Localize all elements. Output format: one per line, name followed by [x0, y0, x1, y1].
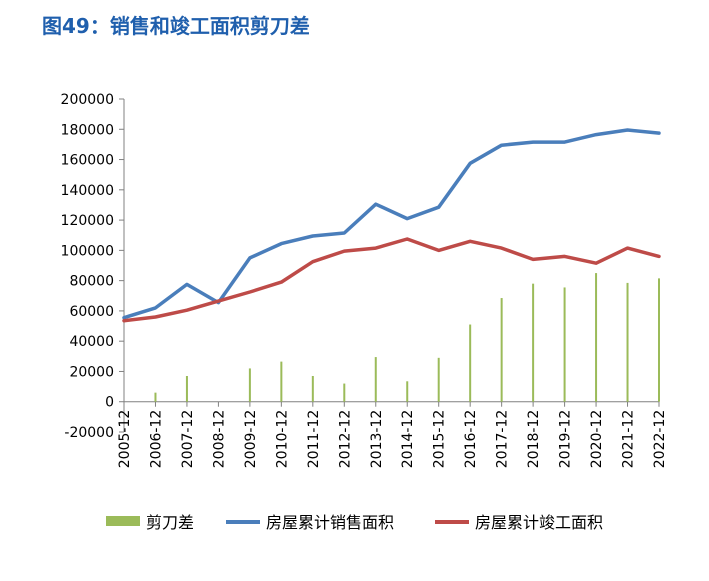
y-tick-label: 160000: [61, 153, 114, 169]
x-tick-label: 2017-12: [495, 410, 511, 469]
figure-title: 图49：销售和竣工面积剪刀差: [42, 14, 310, 38]
bar-scissors-gap: [374, 357, 377, 402]
y-tick-label: 180000: [61, 122, 114, 138]
x-tick-label: 2013-12: [369, 410, 385, 469]
bar-scissors-gap: [343, 383, 346, 402]
bar-scissors-gap: [532, 283, 535, 402]
bar-scissors-gap: [248, 368, 251, 402]
y-tick-label: 80000: [69, 274, 114, 290]
x-tick-label: 2007-12: [180, 410, 196, 469]
legend-bar-swatch: [106, 516, 140, 526]
x-tick-label: 2006-12: [148, 410, 164, 469]
bar-scissors-gap: [469, 324, 472, 402]
y-tick-label: -20000: [64, 425, 114, 441]
x-tick-label: 2012-12: [337, 410, 353, 469]
line-series: [122, 128, 661, 323]
y-tick-label: 100000: [61, 243, 114, 259]
x-tick-label: 2010-12: [274, 410, 290, 469]
bar-scissors-gap: [595, 273, 598, 402]
x-tick-label: 2018-12: [526, 410, 542, 469]
x-tick-label: 2016-12: [463, 410, 479, 469]
x-tick-label: 2020-12: [589, 410, 605, 469]
bar-scissors-gap: [280, 361, 283, 402]
x-tick-label: 2008-12: [211, 410, 227, 469]
x-tick-label: 2015-12: [432, 410, 448, 469]
x-tick-label: 2022-12: [652, 410, 668, 469]
line-completion-area: [122, 237, 661, 323]
bar-scissors-gap: [658, 278, 660, 402]
y-tick-label: 120000: [61, 213, 114, 229]
bar-scissors-gap: [563, 287, 566, 402]
y-tick-label: 20000: [69, 364, 114, 380]
y-tick-label: 200000: [61, 92, 114, 108]
bar-scissors-gap: [437, 357, 440, 402]
x-tick-label: 2019-12: [558, 410, 574, 469]
legend-sales-label: 房屋累计销售面积: [266, 513, 394, 532]
bar-scissors-gap: [311, 375, 314, 402]
y-tick-label: 0: [105, 395, 114, 411]
y-tick-label: 40000: [69, 334, 114, 350]
x-tick-label: 2009-12: [243, 410, 259, 469]
bar-scissors-gap: [185, 375, 188, 402]
legend-bar-label: 剪刀差: [146, 513, 194, 532]
chart-axes: -20000 0 20000 40000 60000 80000 100000 120000 1…: [61, 92, 668, 468]
bar-scissors-gap: [626, 282, 629, 402]
y-tick-label: 140000: [61, 183, 114, 199]
x-tick-label: 2014-12: [400, 410, 416, 469]
y-tick-label: 60000: [69, 304, 114, 320]
bar-series: [154, 273, 660, 402]
legend-completion-label: 房屋累计竣工面积: [475, 513, 603, 532]
x-tick-label: 2011-12: [306, 410, 322, 469]
x-tick-label: 2021-12: [621, 410, 637, 469]
x-tick-label: 2005-12: [117, 410, 133, 469]
line-sales-area: [122, 128, 661, 320]
bar-scissors-gap: [406, 381, 409, 402]
chart-legend: 剪刀差 房屋累计销售面积 房屋累计竣工面积: [106, 513, 603, 532]
bar-scissors-gap: [154, 392, 157, 402]
bar-scissors-gap: [500, 298, 503, 402]
